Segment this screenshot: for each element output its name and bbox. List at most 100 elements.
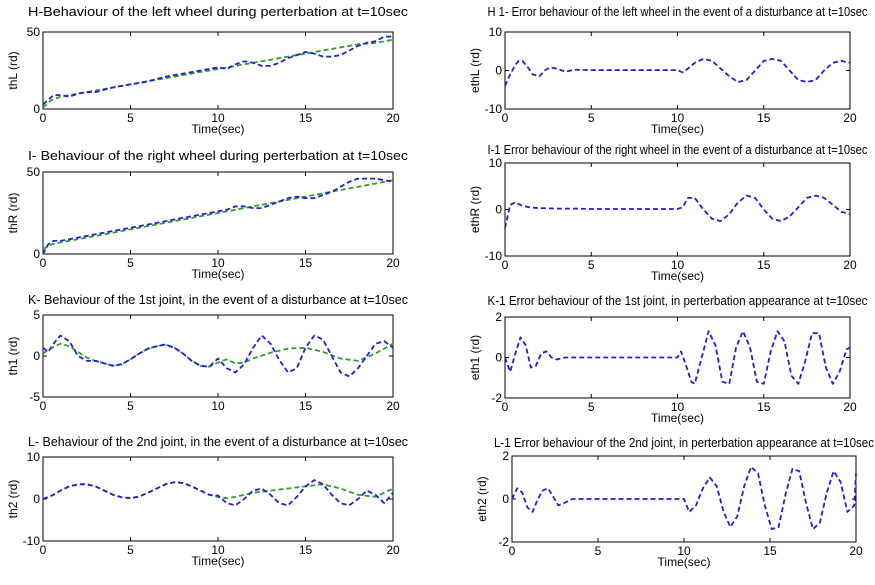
axes-frame	[42, 31, 394, 110]
x-tick-label: 20	[843, 258, 857, 272]
axes-frame	[504, 31, 851, 110]
x-tick-label: 10	[211, 543, 225, 557]
y-tick-label: 10	[489, 25, 503, 39]
subplot-1: H-Behaviour of the left wheel during per…	[6, 4, 409, 136]
x-axis-label: Time(sec)	[192, 554, 245, 568]
y-tick-label: -10	[485, 249, 503, 263]
y-tick-label: -10	[485, 102, 503, 116]
y-tick-label: 50	[27, 165, 41, 179]
x-axis-label: Time(sec)	[651, 269, 704, 283]
y-tick-label: 0	[495, 351, 502, 365]
series-line-green-dashed	[42, 38, 394, 109]
x-tick-label: 20	[386, 256, 400, 270]
x-tick-label: 5	[127, 256, 134, 270]
axes-frame	[42, 314, 394, 398]
x-tick-label: 20	[386, 543, 400, 557]
series-line-green-dashed	[42, 342, 394, 368]
series-line-blue-dashed	[42, 479, 394, 507]
x-tick-label: 10	[211, 399, 225, 413]
x-tick-label: 20	[849, 544, 863, 558]
x-tick-label: 10	[671, 258, 685, 272]
x-tick-label: 0	[40, 543, 47, 557]
y-axis-label: thR (rd)	[6, 193, 20, 234]
y-tick-label: 0	[33, 492, 40, 506]
axes-frame	[42, 456, 394, 542]
subplot-4: I-1 Error behaviour of the right wheel i…	[468, 142, 868, 283]
x-tick-label: 15	[299, 111, 313, 125]
x-axis-label: Time(sec)	[658, 555, 711, 569]
y-tick-label: 2	[495, 310, 502, 324]
series-line-blue-dashed	[504, 58, 851, 87]
series-line-blue-dashed	[511, 465, 857, 530]
x-axis-label: Time(sec)	[192, 267, 245, 281]
subplot-6: K-1 Error behaviour of the 1st joint, in…	[468, 293, 868, 425]
x-tick-label: 5	[588, 400, 595, 414]
x-tick-label: 20	[843, 400, 857, 414]
series-line-blue-dashed	[504, 194, 851, 229]
x-tick-label: 5	[588, 258, 595, 272]
x-tick-label: 15	[299, 543, 313, 557]
subplot-title: K- Behaviour of the 1st joint, in the ev…	[28, 292, 408, 307]
subplot-title: L-1 Error behaviour of the 2nd joint, in…	[494, 435, 874, 450]
y-tick-label: -2	[491, 391, 502, 405]
subplot-title: I-1 Error behaviour of the right wheel i…	[488, 142, 868, 157]
y-tick-label: 10	[489, 156, 503, 170]
y-tick-label: -2	[498, 535, 509, 549]
y-tick-label: 0	[495, 64, 502, 78]
y-tick-label: 50	[27, 25, 41, 39]
x-tick-label: 10	[677, 544, 691, 558]
subplot-7: L- Behaviour of the 2nd joint, in the ev…	[6, 434, 408, 568]
series-line-blue-dashed	[42, 177, 394, 255]
x-tick-label: 0	[40, 111, 47, 125]
subplot-title: I- Behaviour of the right wheel during p…	[28, 148, 409, 163]
subplot-5: K- Behaviour of the 1st joint, in the ev…	[6, 292, 408, 413]
x-tick-label: 20	[843, 111, 857, 125]
x-axis-label: Time(sec)	[192, 122, 245, 136]
subplot-3: I- Behaviour of the right wheel during p…	[6, 148, 409, 281]
x-tick-label: 10	[671, 111, 685, 125]
subplot-title: H-Behaviour of the left wheel during per…	[28, 4, 409, 19]
x-tick-label: 0	[502, 258, 509, 272]
x-tick-label: 0	[40, 256, 47, 270]
subplot-8: L-1 Error behaviour of the 2nd joint, in…	[475, 435, 874, 569]
x-tick-label: 15	[299, 256, 313, 270]
x-tick-label: 20	[386, 111, 400, 125]
subplot-title: L- Behaviour of the 2nd joint, in the ev…	[28, 434, 408, 449]
y-axis-label: eth1 (rd)	[468, 335, 482, 380]
y-tick-label: 0	[33, 102, 40, 116]
x-axis-label: Time(sec)	[651, 411, 704, 425]
y-tick-label: 0	[33, 349, 40, 363]
series-line-blue-dashed	[42, 334, 394, 378]
x-axis-label: Time(sec)	[651, 122, 704, 136]
y-axis-label: th2 (rd)	[6, 480, 20, 519]
y-tick-label: 0	[495, 203, 502, 217]
y-axis-label: ethL (rd)	[468, 48, 482, 93]
x-tick-label: 0	[509, 544, 516, 558]
y-tick-label: 2	[502, 449, 509, 463]
y-axis-label: eth2 (rd)	[475, 476, 489, 521]
y-tick-label: 10	[27, 450, 41, 464]
y-axis-label: thL (rd)	[6, 51, 20, 89]
x-tick-label: 5	[588, 111, 595, 125]
series-line-green-dashed	[42, 179, 394, 250]
y-tick-label: 5	[33, 308, 40, 322]
x-tick-label: 5	[595, 544, 602, 558]
series-line-blue-dashed	[42, 35, 393, 106]
x-tick-label: 0	[502, 400, 509, 414]
y-tick-label: -10	[23, 534, 41, 548]
x-tick-label: 0	[40, 399, 47, 413]
x-tick-label: 15	[757, 111, 771, 125]
x-tick-label: 15	[757, 258, 771, 272]
x-tick-label: 10	[211, 111, 225, 125]
subplot-title: H 1- Error behaviour of the left wheel i…	[488, 4, 868, 19]
x-tick-label: 0	[502, 111, 509, 125]
x-tick-label: 10	[211, 256, 225, 270]
x-tick-label: 5	[127, 111, 134, 125]
y-axis-label: th1 (rd)	[6, 337, 20, 376]
subplot-2: H 1- Error behaviour of the left wheel i…	[468, 4, 868, 136]
x-tick-label: 5	[127, 543, 134, 557]
y-tick-label: 0	[33, 247, 40, 261]
y-axis-label: ethR (rd)	[468, 186, 482, 233]
series-line-blue-dashed	[504, 330, 851, 385]
